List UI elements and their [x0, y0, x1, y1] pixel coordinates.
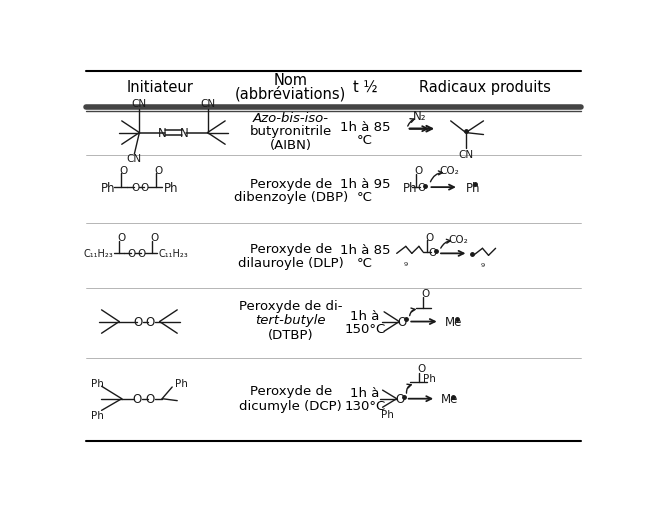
- Text: O: O: [150, 232, 159, 242]
- Text: O: O: [398, 316, 407, 328]
- Text: dicumyle (DCP): dicumyle (DCP): [240, 399, 342, 413]
- Text: Peroxyde de: Peroxyde de: [249, 385, 332, 397]
- Text: Initiateur: Initiateur: [126, 80, 193, 95]
- Text: N: N: [180, 127, 189, 140]
- Text: Ph: Ph: [163, 181, 178, 194]
- Text: O: O: [418, 183, 426, 193]
- Text: O: O: [141, 183, 149, 193]
- Text: C₁₁H₂₃: C₁₁H₂₃: [159, 249, 188, 259]
- Text: (abbréviations): (abbréviations): [235, 86, 346, 102]
- Text: ₉: ₉: [404, 258, 408, 268]
- Text: O: O: [138, 249, 146, 259]
- Text: dibenzoyle (DBP): dibenzoyle (DBP): [234, 191, 348, 204]
- Text: 130°C: 130°C: [344, 399, 385, 413]
- Text: C₁₁H₂₃: C₁₁H₂₃: [84, 249, 114, 259]
- Text: O: O: [132, 183, 139, 193]
- Text: 1h à 85: 1h à 85: [340, 243, 390, 257]
- Text: O: O: [154, 165, 162, 175]
- Text: Peroxyde de: Peroxyde de: [249, 177, 332, 190]
- Text: Ph: Ph: [100, 181, 115, 194]
- Text: °C: °C: [357, 257, 373, 269]
- Text: CO₂: CO₂: [440, 166, 460, 176]
- Text: O: O: [132, 392, 141, 406]
- Text: °C: °C: [357, 190, 373, 203]
- Text: Ph: Ph: [91, 410, 104, 420]
- Text: O: O: [145, 392, 155, 406]
- Text: O: O: [145, 316, 155, 328]
- Text: Ph: Ph: [381, 410, 394, 420]
- Text: O: O: [119, 165, 128, 175]
- Text: O: O: [415, 166, 423, 176]
- Text: 1h à 95: 1h à 95: [340, 177, 390, 190]
- Text: Me: Me: [441, 392, 458, 406]
- Text: Ph: Ph: [466, 181, 480, 194]
- Text: O: O: [422, 288, 430, 298]
- Text: O: O: [418, 364, 426, 374]
- Text: Me: Me: [445, 316, 462, 328]
- Text: 150°C: 150°C: [344, 322, 385, 335]
- Text: O: O: [128, 249, 136, 259]
- Text: Ph: Ph: [91, 378, 104, 388]
- Text: (DTBP): (DTBP): [268, 328, 314, 341]
- Text: ₉: ₉: [480, 259, 484, 269]
- Text: 1h à: 1h à: [350, 387, 380, 399]
- Text: O: O: [428, 247, 436, 257]
- Text: CN: CN: [127, 154, 142, 164]
- Text: Ph: Ph: [403, 181, 417, 194]
- Text: Ph: Ph: [174, 378, 187, 388]
- Text: O: O: [118, 232, 126, 242]
- Text: N: N: [158, 127, 167, 140]
- Text: dilauroyle (DLP): dilauroyle (DLP): [238, 257, 344, 269]
- Text: CN: CN: [200, 99, 215, 109]
- Text: Peroxyde de: Peroxyde de: [249, 242, 332, 256]
- Text: 1h à: 1h à: [350, 310, 380, 323]
- Text: Peroxyde de di-: Peroxyde de di-: [239, 300, 342, 313]
- Text: Nom: Nom: [274, 73, 308, 87]
- Text: O: O: [425, 232, 434, 242]
- Text: CN: CN: [458, 149, 473, 160]
- Text: Azo-bis-iso-: Azo-bis-iso-: [253, 112, 329, 125]
- Text: CN: CN: [132, 99, 147, 109]
- Text: Ph: Ph: [423, 374, 436, 384]
- Text: °C: °C: [357, 134, 373, 147]
- Text: O: O: [395, 392, 404, 406]
- Text: CO₂: CO₂: [449, 234, 468, 244]
- Text: (AIBN): (AIBN): [270, 138, 312, 152]
- Text: butyronitrile: butyronitrile: [249, 125, 332, 138]
- Text: O: O: [133, 316, 143, 328]
- Text: N₂: N₂: [413, 109, 426, 122]
- Text: 1h à 85: 1h à 85: [340, 121, 390, 134]
- Text: t ½: t ½: [353, 80, 377, 95]
- Text: tert-butyle: tert-butyle: [255, 314, 326, 326]
- Text: Radicaux produits: Radicaux produits: [419, 80, 551, 95]
